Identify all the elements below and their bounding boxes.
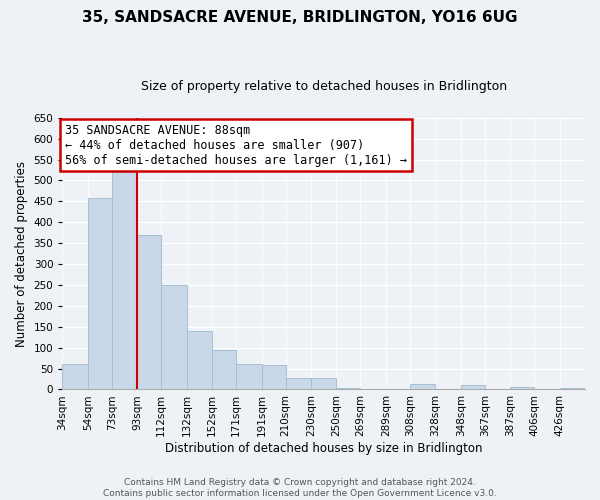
Bar — [262, 365, 286, 390]
Bar — [461, 386, 485, 390]
X-axis label: Distribution of detached houses by size in Bridlington: Distribution of detached houses by size … — [165, 442, 482, 455]
Bar — [337, 388, 361, 390]
Bar — [187, 331, 212, 390]
Bar — [560, 388, 585, 390]
Bar — [311, 378, 337, 390]
Bar — [510, 388, 534, 390]
Text: Contains HM Land Registry data © Crown copyright and database right 2024.
Contai: Contains HM Land Registry data © Crown c… — [103, 478, 497, 498]
Bar — [410, 384, 436, 390]
Y-axis label: Number of detached properties: Number of detached properties — [15, 160, 28, 346]
Text: 35, SANDSACRE AVENUE, BRIDLINGTON, YO16 6UG: 35, SANDSACRE AVENUE, BRIDLINGTON, YO16 … — [82, 10, 518, 25]
Bar — [161, 285, 187, 390]
Bar — [88, 198, 112, 390]
Bar — [212, 350, 236, 390]
Bar — [62, 364, 88, 390]
Bar — [112, 172, 137, 390]
Bar — [236, 364, 262, 390]
Bar — [286, 378, 311, 390]
Bar — [137, 235, 161, 390]
Title: Size of property relative to detached houses in Bridlington: Size of property relative to detached ho… — [140, 80, 507, 93]
Text: 35 SANDSACRE AVENUE: 88sqm
← 44% of detached houses are smaller (907)
56% of sem: 35 SANDSACRE AVENUE: 88sqm ← 44% of deta… — [65, 124, 407, 166]
